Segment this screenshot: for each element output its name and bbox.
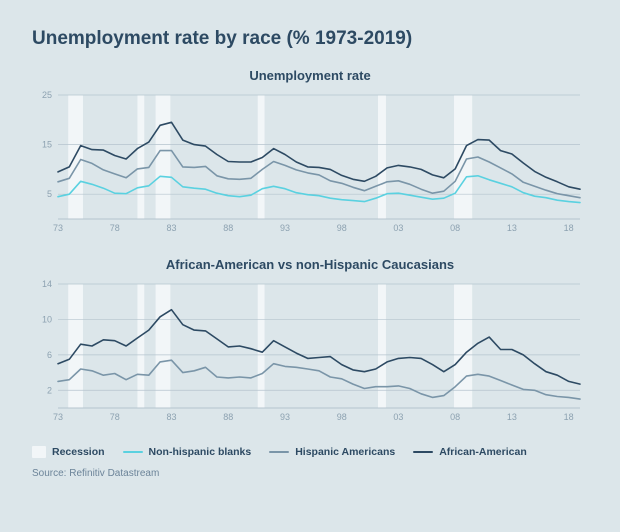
svg-text:98: 98: [337, 223, 347, 233]
legend-hispanic-label: Hispanic Americans: [295, 446, 395, 458]
svg-text:93: 93: [280, 412, 290, 422]
svg-text:03: 03: [393, 223, 403, 233]
legend-nonhisp: Non-hispanic blanks: [123, 446, 252, 458]
swatch-afam: [413, 451, 433, 454]
legend-nonhisp-label: Non-hispanic blanks: [149, 446, 252, 458]
svg-text:25: 25: [42, 90, 52, 100]
svg-text:78: 78: [110, 412, 120, 422]
legend-afam-label: African-American: [439, 446, 527, 458]
chart-container: Unemployment rate by race (% 1973-2019) …: [0, 0, 620, 495]
svg-text:14: 14: [42, 279, 52, 289]
swatch-recession: [32, 446, 46, 458]
swatch-hispanic: [269, 451, 289, 454]
source-text: Source: Refinitiv Datastream: [32, 468, 588, 479]
svg-text:6: 6: [47, 350, 52, 360]
svg-text:15: 15: [42, 140, 52, 150]
svg-text:18: 18: [564, 223, 574, 233]
svg-text:93: 93: [280, 223, 290, 233]
svg-text:83: 83: [166, 223, 176, 233]
svg-text:03: 03: [393, 412, 403, 422]
svg-text:83: 83: [166, 412, 176, 422]
legend-recession-label: Recession: [52, 446, 105, 458]
chart1-title: Unemployment rate: [32, 68, 588, 83]
svg-text:98: 98: [337, 412, 347, 422]
svg-text:73: 73: [53, 223, 63, 233]
legend-recession: Recession: [32, 446, 105, 458]
svg-text:08: 08: [450, 412, 460, 422]
svg-text:18: 18: [564, 412, 574, 422]
chart1-svg: 5 15 25 73 78 83 88 93 98 03 08 13 18: [32, 87, 588, 237]
chart2-title: African-American vs non-Hispanic Caucasi…: [32, 257, 588, 272]
legend-hispanic: Hispanic Americans: [269, 446, 395, 458]
svg-text:78: 78: [110, 223, 120, 233]
chart1-wrap: 5 15 25 73 78 83 88 93 98 03 08 13 18: [32, 87, 588, 237]
chart2-svg: 2 6 10 14 73 78 83 88 93 98 03 08 13 18: [32, 276, 588, 426]
svg-text:2: 2: [47, 385, 52, 395]
svg-text:13: 13: [507, 223, 517, 233]
svg-text:5: 5: [47, 189, 52, 199]
svg-text:08: 08: [450, 223, 460, 233]
legend-afam: African-American: [413, 446, 527, 458]
svg-text:88: 88: [223, 412, 233, 422]
svg-text:10: 10: [42, 314, 52, 324]
chart2-wrap: 2 6 10 14 73 78 83 88 93 98 03 08 13 18: [32, 276, 588, 426]
svg-text:88: 88: [223, 223, 233, 233]
svg-text:73: 73: [53, 412, 63, 422]
svg-text:13: 13: [507, 412, 517, 422]
swatch-nonhisp: [123, 451, 143, 454]
legend: Recession Non-hispanic blanks Hispanic A…: [32, 446, 588, 458]
main-title: Unemployment rate by race (% 1973-2019): [32, 28, 588, 50]
